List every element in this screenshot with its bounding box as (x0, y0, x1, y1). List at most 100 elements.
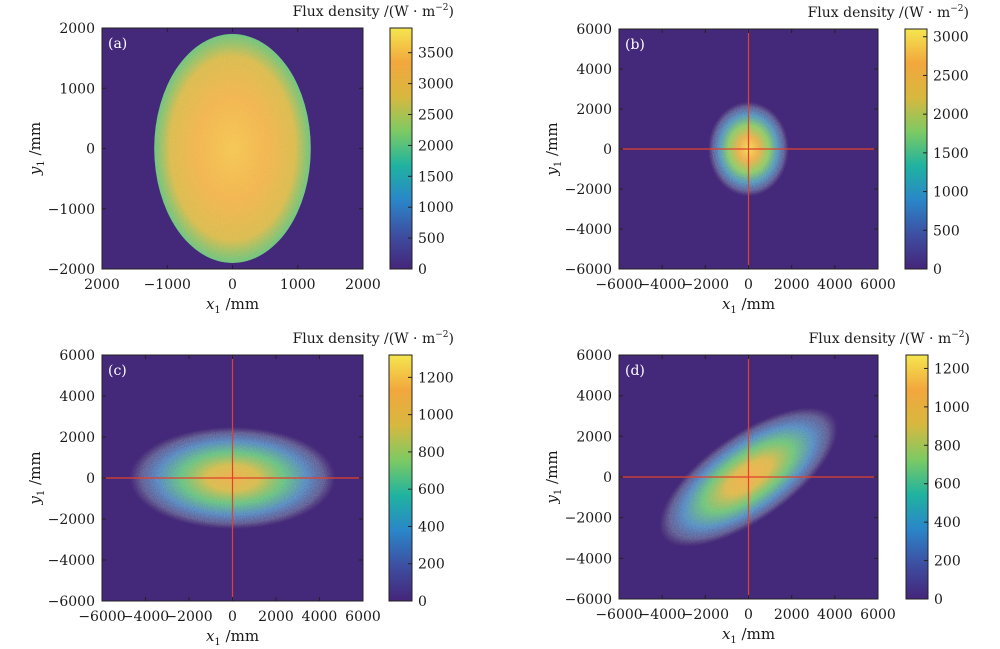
y-tick-label: 2000 (59, 21, 95, 37)
colorbar-tick-label: 400 (418, 519, 445, 535)
colorbar (389, 27, 413, 270)
panel-label: (d) (625, 363, 645, 379)
x-tick-label: 4000 (302, 609, 338, 625)
x-tick-label: 4000 (817, 277, 853, 293)
colorbar (905, 354, 929, 600)
x-tick-label: 1000 (280, 277, 316, 293)
y-axis-label: y1 /mm (543, 122, 564, 176)
y-axis-label: y1 /mm (26, 451, 47, 505)
x-tick-label: 0 (228, 609, 237, 625)
x-tick-label: 0 (744, 607, 753, 623)
colorbar-title: Flux density /(W · m−2) (293, 330, 454, 347)
x-tick-label: −4000 (638, 607, 685, 623)
x-tick-label: 2000 (774, 277, 810, 293)
y-tick-label: −4000 (565, 551, 612, 567)
y-tick-label: 0 (603, 142, 612, 158)
x-axis-label: x1 /mm (722, 625, 775, 646)
colorbar-tick-label: 600 (934, 477, 961, 493)
y-tick-label: 4000 (59, 389, 95, 405)
colorbar-tick-label: 500 (933, 223, 960, 239)
colorbar (904, 28, 928, 270)
colorbar-tick-label: 0 (934, 592, 943, 608)
x-tick-label: 6000 (860, 277, 896, 293)
y-tick-label: 4000 (576, 389, 612, 405)
panel-d: (d)−6000−4000−2000 0 2000 4000 6000−6000−400… (543, 330, 970, 646)
x-tick-label: 0 (744, 277, 753, 293)
y-tick-label: 6000 (576, 22, 612, 38)
x-tick-label: −1000 (144, 277, 191, 293)
x-tick-label: −6000 (595, 277, 642, 293)
colorbar-tick-label: 1000 (933, 185, 969, 201)
x-tick-label: 2000 (345, 277, 381, 293)
colorbar-tick-label: 3000 (418, 77, 454, 93)
y-tick-label: −1000 (48, 202, 95, 218)
colorbar-title: Flux density /(W · m−2) (293, 3, 454, 20)
colorbar-tick-label: 1000 (418, 408, 454, 424)
colorbar-tick-label: 2000 (418, 138, 454, 154)
colorbar-tick-label: 0 (418, 262, 427, 278)
colorbar-tick-label: 1200 (418, 370, 454, 386)
x-tick-label: 2000 (258, 609, 294, 625)
panel-label: (b) (625, 37, 645, 53)
colorbar-title: Flux density /(W · m−2) (809, 330, 970, 347)
x-tick-label: −2000 (165, 609, 212, 625)
colorbar-tick-label: 200 (418, 557, 445, 573)
colorbar-tick-label: 0 (418, 594, 427, 610)
x-tick-label: 0 (228, 277, 237, 293)
x-tick-label: −4000 (122, 609, 169, 625)
y-tick-label: −2000 (48, 262, 95, 278)
panel-label: (a) (108, 36, 127, 52)
x-tick-label: −6000 (595, 607, 642, 623)
colorbar-tick-label: 1500 (418, 169, 454, 185)
colorbar (388, 354, 413, 602)
x-tick-label: 6000 (860, 607, 896, 623)
colorbar-tick-label: 800 (418, 445, 445, 461)
x-tick-label: −6000 (78, 609, 125, 625)
colorbar-tick-label: 1200 (934, 361, 970, 377)
colorbar-tick-label: 2500 (933, 68, 969, 84)
x-axis-label: x1 /mm (722, 295, 775, 316)
colorbar-tick-label: 800 (934, 438, 961, 454)
x-tick-label: −2000 (682, 277, 729, 293)
y-tick-label: −6000 (565, 262, 612, 278)
y-tick-label: 4000 (576, 62, 612, 78)
y-tick-label: 2000 (576, 429, 612, 445)
colorbar-tick-label: 1500 (933, 146, 969, 162)
y-tick-label: 1000 (59, 81, 95, 97)
y-tick-label: 0 (603, 470, 612, 486)
x-tick-label: 4000 (817, 607, 853, 623)
panel-c: (c)−6000−4000−2000 0 2000 4000 6000−6000−400… (26, 330, 454, 648)
y-axis-label: y1 /mm (26, 122, 47, 176)
y-tick-label: −2000 (565, 511, 612, 527)
x-tick-label: −4000 (638, 277, 685, 293)
y-tick-label: −2000 (565, 182, 612, 198)
colorbar-tick-label: 3000 (933, 30, 969, 46)
colorbar-tick-label: 200 (934, 554, 961, 570)
x-tick-label: 2000 (84, 277, 120, 293)
x-tick-label: 2000 (774, 607, 810, 623)
y-tick-label: 6000 (59, 348, 95, 364)
x-tick-label: 6000 (345, 609, 381, 625)
colorbar-tick-label: 2000 (933, 107, 969, 123)
y-tick-label: −6000 (565, 592, 612, 608)
colorbar-tick-label: 1000 (418, 200, 454, 216)
colorbar-tick-label: 600 (418, 482, 445, 498)
x-axis-label: x1 /mm (206, 295, 259, 316)
y-tick-label: −4000 (565, 222, 612, 238)
panel-b: (b)−6000−4000−2000 0 2000 4000 6000−6000−400… (543, 4, 969, 316)
y-tick-label: 0 (86, 471, 95, 487)
y-tick-label: 6000 (576, 348, 612, 364)
y-tick-label: −6000 (48, 594, 95, 610)
colorbar-tick-label: 1000 (934, 400, 970, 416)
colorbar-tick-label: 0 (933, 262, 942, 278)
y-tick-label: 0 (86, 142, 95, 158)
flux-spot (154, 34, 311, 263)
x-tick-label: −2000 (682, 607, 729, 623)
colorbar-tick-label: 400 (934, 515, 961, 531)
panel-a: (a)2000 −1000 0 1000 2000−2000−1000010002000… (26, 3, 454, 316)
colorbar-tick-label: 500 (418, 231, 445, 247)
x-axis-label: x1 /mm (206, 627, 259, 648)
y-tick-label: 2000 (576, 102, 612, 118)
colorbar-tick-label: 3500 (418, 46, 454, 62)
